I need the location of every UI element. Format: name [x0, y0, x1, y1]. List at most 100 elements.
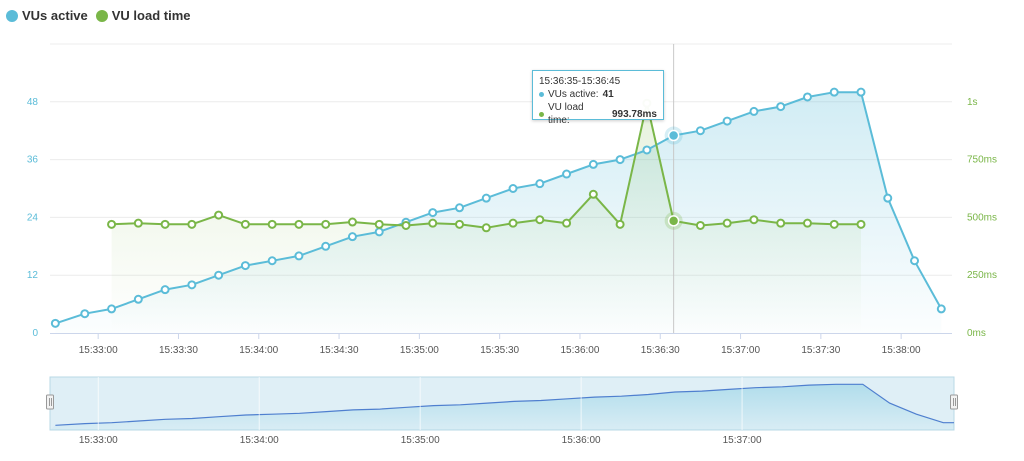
data-point	[321, 241, 331, 251]
data-point	[160, 219, 170, 229]
bullet-icon	[539, 111, 544, 117]
data-point	[187, 280, 197, 290]
chart-tooltip: 15:36:35-15:36:45 VUs active: 41 VU load…	[532, 70, 664, 126]
data-point	[695, 126, 705, 136]
data-point	[187, 219, 197, 229]
data-point	[294, 251, 304, 261]
data-point	[455, 203, 465, 213]
navigator-area	[50, 384, 954, 430]
data-point	[240, 261, 250, 271]
x-tick-label: 15:36:30	[641, 345, 680, 356]
y-right-tick-label: 750ms	[967, 155, 997, 166]
y-right-tick-label: 0ms	[967, 328, 986, 339]
axes-labels: 0 12 24 36 48 0ms 250ms 500ms 750ms 1s 15:33:00 15:…	[27, 97, 997, 356]
data-point	[936, 304, 946, 314]
navigator-tick-label: 15:35:00	[401, 435, 440, 446]
x-tick-label: 15:34:30	[320, 345, 359, 356]
data-point	[910, 256, 920, 266]
legend-dot-icon	[95, 9, 108, 22]
data-point	[267, 219, 277, 229]
data-point	[428, 218, 438, 228]
data-point	[749, 106, 759, 116]
data-point	[160, 285, 170, 295]
x-tick-label: 15:37:30	[801, 345, 840, 356]
data-point	[722, 116, 732, 126]
legend-label: VU load time	[111, 8, 191, 23]
data-point	[588, 159, 598, 169]
data-point	[615, 155, 625, 165]
data-point	[374, 227, 384, 237]
data-point	[829, 87, 839, 97]
data-point	[856, 87, 866, 97]
y-left-tick-label: 48	[27, 97, 39, 108]
data-point	[321, 219, 331, 229]
data-point	[802, 218, 812, 228]
data-point	[481, 223, 491, 233]
data-point-highlight	[667, 215, 680, 227]
tooltip-row-vus: VUs active: 41	[539, 88, 657, 101]
x-tick-label: 15:34:00	[239, 345, 278, 356]
data-point	[267, 256, 277, 266]
data-point	[401, 220, 411, 230]
data-point	[535, 179, 545, 189]
data-point-highlight	[667, 129, 680, 142]
tooltip-load-value: 993.78ms	[611, 108, 657, 120]
legend: VUs active VU load time	[6, 8, 195, 23]
data-point	[776, 102, 786, 112]
tooltip-vus-label: VUs active:	[548, 89, 599, 100]
data-point	[347, 232, 357, 242]
data-point	[294, 219, 304, 229]
data-point	[562, 169, 572, 179]
data-point	[107, 304, 117, 314]
data-point	[240, 219, 250, 229]
x-tick-label: 15:35:00	[400, 345, 439, 356]
x-tick-label: 15:33:30	[159, 345, 198, 356]
data-point	[133, 218, 143, 228]
navigator: 15:33:00 15:34:00 15:35:00 15:36:00 15:37:00	[46, 376, 958, 446]
data-point	[107, 219, 117, 229]
data-point	[562, 218, 572, 228]
y-left-tick-label: 36	[27, 155, 39, 166]
x-tick-label: 15:36:00	[560, 345, 599, 356]
x-tick-label: 15:35:30	[480, 345, 519, 356]
y-right-tick-label: 500ms	[967, 212, 997, 223]
tooltip-time: 15:36:35-15:36:45	[539, 76, 621, 87]
data-point	[535, 215, 545, 225]
data-point	[776, 218, 786, 228]
data-point	[588, 189, 598, 199]
data-point	[749, 215, 759, 225]
data-point	[481, 193, 491, 203]
series-points	[50, 87, 946, 328]
data-point	[508, 218, 518, 228]
tooltip-load-label: VU load time:	[548, 102, 584, 126]
data-point	[802, 92, 812, 102]
data-point	[829, 219, 839, 229]
data-point	[214, 270, 224, 280]
tooltip-row-load: VU load time: 993.78ms	[539, 101, 657, 127]
data-point	[80, 309, 90, 319]
series-areas	[55, 92, 942, 333]
data-point	[374, 219, 384, 229]
legend-item-vus-active[interactable]: VUs active	[6, 8, 88, 23]
data-point	[50, 318, 60, 328]
navigator-tick-label: 15:37:00	[723, 435, 762, 446]
legend-label: VUs active	[22, 8, 88, 23]
navigator-tick-label: 15:34:00	[240, 435, 279, 446]
x-tick-label: 15:38:00	[882, 345, 921, 356]
data-point	[722, 218, 732, 228]
y-right-tick-label: 250ms	[967, 270, 997, 281]
data-point	[214, 210, 224, 220]
navigator-tick-label: 15:36:00	[562, 435, 601, 446]
data-point	[642, 145, 652, 155]
tooltip-vus-value: 41	[602, 89, 614, 100]
data-point	[615, 219, 625, 229]
navigator-tick-label: 15:33:00	[79, 435, 118, 446]
data-point	[856, 219, 866, 229]
data-point	[508, 184, 518, 193]
x-tick-label: 15:33:00	[79, 345, 118, 356]
legend-item-vu-load-time[interactable]: VU load time	[95, 8, 191, 23]
data-point	[347, 217, 357, 227]
data-point	[455, 219, 465, 229]
legend-dot-icon	[6, 9, 18, 22]
